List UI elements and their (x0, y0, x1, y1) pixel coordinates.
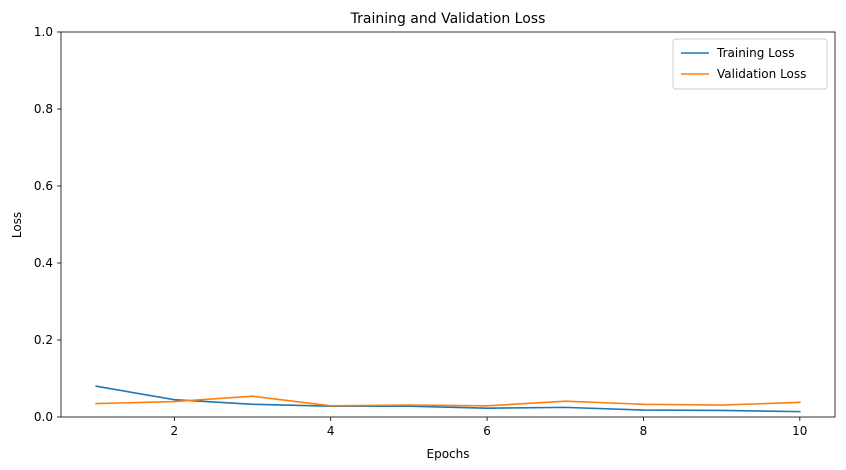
x-axis-label: Epochs (427, 447, 470, 461)
y-tick-label: 1.0 (34, 25, 53, 39)
x-tick-label: 10 (792, 424, 807, 438)
plot-area: 2 4 6 8 10 0.0 0.2 0.4 0.6 0.8 1.0 (34, 25, 836, 438)
series-line-training-loss (95, 385, 801, 413)
plot-frame (60, 31, 836, 418)
y-tick-label: 0.0 (34, 410, 53, 424)
legend-label: Validation Loss (717, 67, 806, 81)
series-line-validation-loss (95, 395, 801, 407)
x-tick-label: 2 (171, 424, 179, 438)
chart-title: Training and Validation Loss (350, 11, 546, 27)
y-tick-label: 0.6 (34, 179, 53, 193)
y-tick-label: 0.4 (34, 256, 53, 270)
y-tick-label: 0.8 (34, 102, 53, 116)
y-axis-label: Loss (10, 212, 24, 238)
x-tick-label: 8 (640, 424, 648, 438)
y-tick-label: 0.2 (34, 333, 53, 347)
legend-box (672, 38, 828, 90)
legend: Training Loss Validation Loss (672, 38, 828, 90)
x-tick-label: 4 (327, 424, 335, 438)
legend-label: Training Loss (716, 46, 794, 60)
x-tick-label: 6 (483, 424, 491, 438)
